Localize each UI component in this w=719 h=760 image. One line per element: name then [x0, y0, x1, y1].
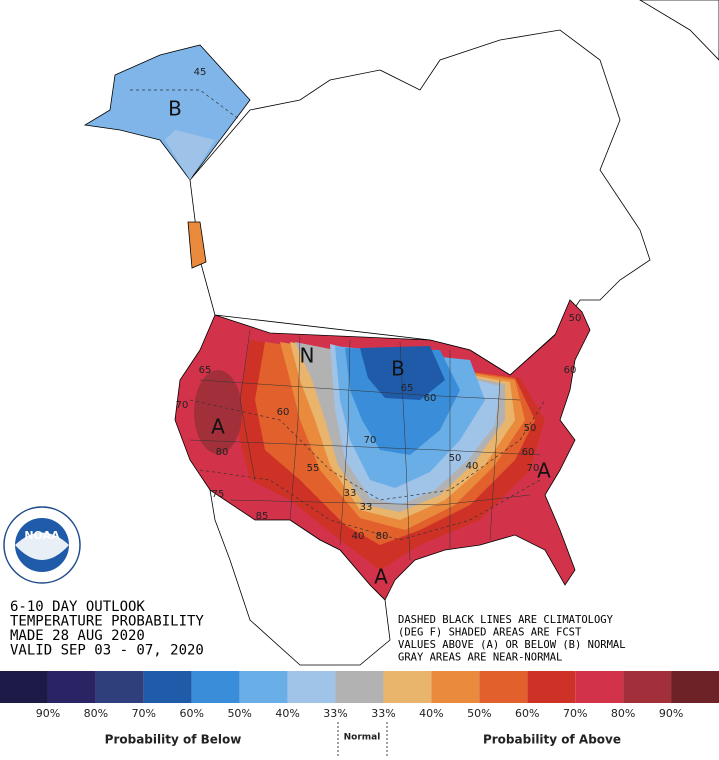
legend-label: 60%	[180, 707, 204, 720]
note-line: VALUES ABOVE (A) OR BELOW (B) NORMAL	[398, 639, 626, 651]
legend-label: 60%	[515, 707, 539, 720]
legend-swatch	[335, 671, 384, 703]
noaa-logo: NOAA	[3, 506, 81, 584]
note-line: GRAY AREAS ARE NEAR-NORMAL	[398, 652, 562, 664]
logo-text: NOAA	[24, 529, 60, 542]
climatology-value: 40	[466, 461, 479, 472]
legend-swatch	[383, 671, 432, 703]
legend-swatch	[527, 671, 576, 703]
note-line: (DEG F) SHADED AREAS ARE FCST	[398, 627, 582, 639]
climatology-value: 50	[569, 313, 582, 324]
pacific-nw-coast	[187, 221, 207, 269]
legend-below-title: Probability of Below	[105, 733, 242, 747]
climatology-value: 70	[527, 463, 540, 474]
legend-label: 40%	[419, 707, 443, 720]
climatology-value: 60	[564, 365, 577, 376]
note-line: DASHED BLACK LINES ARE CLIMATOLOGY	[398, 614, 614, 626]
climatology-value: 45	[194, 67, 207, 78]
climatology-value: 70	[364, 435, 377, 446]
state-lines	[189, 329, 541, 561]
climatology-value: 85	[256, 511, 269, 522]
legend-label: 33%	[371, 707, 395, 720]
climatology-value: 40	[352, 531, 365, 542]
climatology-value: 55	[307, 463, 320, 474]
mexico	[209, 489, 391, 666]
legend: 90% 80% 70% 60% 50% 40% 33% 33% 40% 50% 60% 70% 80% 9…	[0, 671, 719, 758]
info-line: TEMPERATURE PROBABILITY	[10, 614, 204, 630]
basemap	[83, 0, 719, 666]
legend-swatch	[0, 671, 48, 703]
info-line: MADE 28 AUG 2020	[10, 628, 145, 644]
legend-label: 90%	[36, 707, 60, 720]
legend-swatch	[575, 671, 624, 703]
climatology-value: 65	[401, 383, 414, 394]
legend-normal-title: Normal	[344, 733, 381, 743]
region-darkred	[194, 370, 242, 454]
climatology-value: 75	[212, 489, 225, 500]
legend-notes: DASHED BLACK LINES ARE CLIMATOLOGY(DEG F…	[398, 614, 626, 664]
legend-label: 50%	[467, 707, 491, 720]
legend-swatch	[287, 671, 336, 703]
legend-label: 80%	[611, 707, 635, 720]
category-letter: A	[537, 459, 551, 483]
legend-swatch	[671, 671, 719, 703]
category-letter: A	[374, 565, 388, 589]
alaska-blue	[165, 130, 215, 180]
climatology-value: 60	[522, 447, 535, 458]
legend-swatch	[623, 671, 672, 703]
climatology-value: 65	[199, 365, 212, 376]
legend-label: 80%	[84, 707, 108, 720]
info-line: 6-10 DAY OUTLOOK	[10, 599, 145, 615]
climatology-value: 33	[344, 488, 357, 499]
legend-swatch	[47, 671, 96, 703]
legend-label: 70%	[132, 707, 156, 720]
legend-swatch	[431, 671, 480, 703]
category-letter: N	[300, 344, 315, 368]
climatology-value: 80	[216, 447, 229, 458]
legend-label: 90%	[659, 707, 683, 720]
category-letter: B	[391, 357, 405, 381]
legend-swatch	[239, 671, 288, 703]
greenland-edge	[639, 0, 719, 61]
legend-swatch	[143, 671, 192, 703]
info-line: VALID SEP 03 - 07, 2020	[10, 643, 204, 659]
category-letter: B	[168, 97, 182, 121]
climatology-value: 33	[360, 502, 373, 513]
climatology-value: 60	[424, 393, 437, 404]
legend-label: 50%	[227, 707, 251, 720]
climatology-value: 50	[524, 423, 537, 434]
legend-above-title: Probability of Above	[483, 733, 621, 747]
region-darkblue	[360, 346, 445, 400]
climatology-value: 60	[277, 407, 290, 418]
climatology-lines	[130, 89, 546, 541]
climatology-value: 80	[376, 531, 389, 542]
category-letter: A	[211, 415, 225, 439]
climatology-value: 50	[449, 453, 462, 464]
legend-swatch	[191, 671, 240, 703]
legend-swatch	[95, 671, 144, 703]
legend-label: 70%	[563, 707, 587, 720]
legend-swatch	[479, 671, 528, 703]
climatology-value: 70	[176, 400, 189, 411]
legend-label: 33%	[323, 707, 347, 720]
legend-label: 40%	[275, 707, 299, 720]
